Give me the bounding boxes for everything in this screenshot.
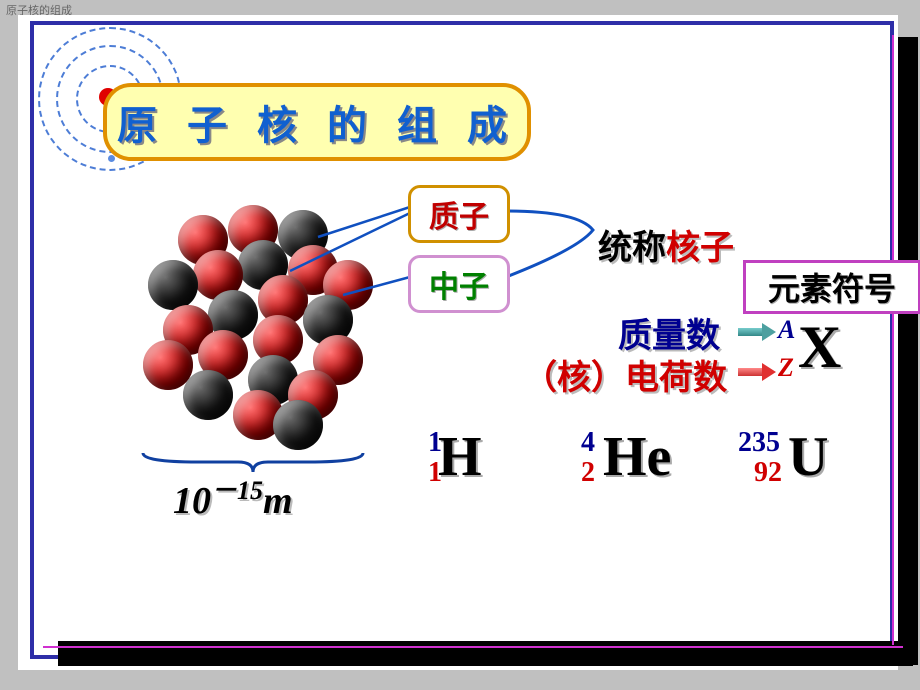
size-exp: －15 <box>211 476 263 505</box>
element-symbol-box: 元素符号 <box>743 260 920 314</box>
isotope-H: 11H <box>438 425 482 489</box>
nucleon-label: 统称核子 <box>598 220 734 269</box>
neutron-label: 中子 <box>408 255 510 313</box>
proton-label: 质子 <box>408 185 510 243</box>
isotope-charge: 2 <box>581 457 595 489</box>
isotope-mass: 1 <box>428 427 442 459</box>
slide-stage: 原 子 核 的 组 成 10－15m 质子 中子 统称核子 元素符号 质量数 （… <box>18 15 898 670</box>
symbol-x: X <box>798 313 841 382</box>
charge-number-label: （核）电荷数 <box>523 350 727 399</box>
nucleon-word: 核子 <box>666 230 734 267</box>
neutron-sphere <box>183 370 233 420</box>
slide-title-box: 原 子 核 的 组 成 <box>103 83 531 161</box>
isotope-charge: 1 <box>428 457 442 489</box>
isotope-charge: 92 <box>754 457 782 489</box>
element-symbol-label: 元素符号 <box>768 264 896 310</box>
slide-title: 原 子 核 的 组 成 <box>117 93 517 151</box>
neutron-sphere <box>273 400 323 450</box>
isotope-symbol: U <box>788 426 828 488</box>
size-unit: m <box>263 480 293 522</box>
size-base: 10 <box>173 480 211 522</box>
isotope-symbol: H <box>438 426 482 488</box>
frame-border-black-right <box>898 37 918 665</box>
isotope-He: 42He <box>603 425 671 489</box>
frame-border-magenta-right <box>892 35 894 645</box>
nucleon-prefix: 统称 <box>598 230 666 267</box>
frame-border-black-bottom <box>58 641 913 666</box>
isotope-mass: 235 <box>738 427 780 459</box>
neutron-sphere <box>148 260 198 310</box>
symbol-z: Z <box>778 353 794 383</box>
nucleus-size-label: 10－15m <box>173 470 293 523</box>
symbol-a: A <box>778 315 795 345</box>
frame-border-magenta-bottom <box>43 646 903 648</box>
nucleus-diagram <box>138 205 368 445</box>
isotope-U: 23592U <box>788 425 828 489</box>
arrow-to-z <box>738 363 776 381</box>
isotope-mass: 4 <box>581 427 595 459</box>
arrow-to-a <box>738 323 776 341</box>
isotope-symbol: He <box>603 426 671 488</box>
